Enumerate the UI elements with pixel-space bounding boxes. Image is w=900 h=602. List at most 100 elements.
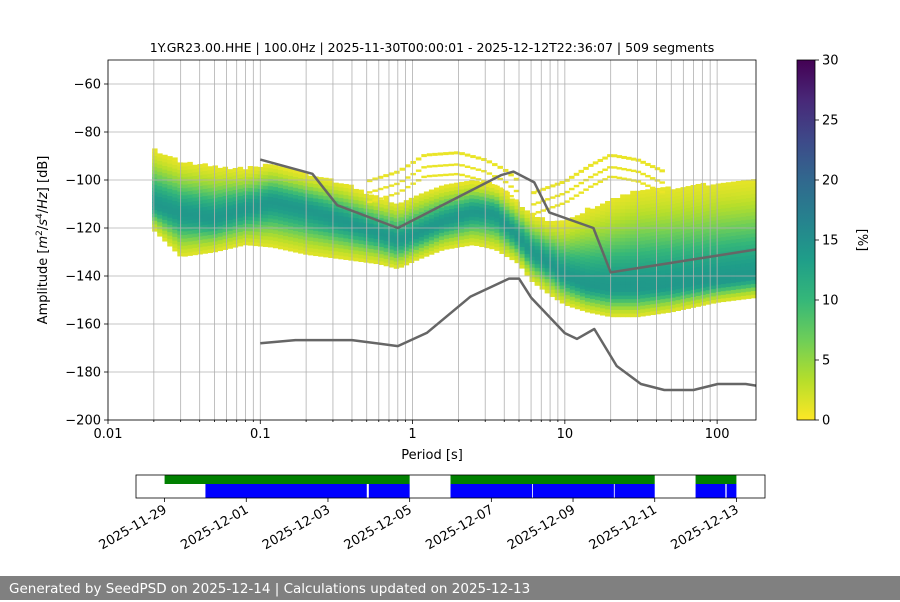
heatmap-cell <box>277 220 284 225</box>
heatmap-cell <box>665 222 671 227</box>
heatmap-cell <box>368 226 374 231</box>
heatmap-cell <box>474 216 480 221</box>
heatmap-cell <box>403 200 410 205</box>
heatmap-cell <box>217 167 224 172</box>
heatmap-cell <box>740 216 747 221</box>
heatmap-cell <box>655 191 661 196</box>
heatmap-cell <box>675 299 681 304</box>
heatmap-cell <box>247 209 254 214</box>
heatmap-cell <box>655 299 661 304</box>
heatmap-cell <box>625 198 631 202</box>
heatmap-cell <box>454 211 460 216</box>
heatmap-cell <box>660 197 666 202</box>
heatmap-cell <box>685 272 691 277</box>
heatmap-cell <box>489 230 495 235</box>
x-tick-label: 1 <box>408 427 416 442</box>
heatmap-cell <box>338 226 344 231</box>
heatmap-cell <box>187 219 193 224</box>
heatmap-cell <box>358 240 364 244</box>
heatmap-cell <box>715 237 722 242</box>
heatmap-cell <box>735 206 742 211</box>
heatmap-cell <box>358 250 364 255</box>
heatmap-cell <box>152 202 158 207</box>
heatmap-cell <box>564 258 571 263</box>
heatmap-cell <box>207 245 213 250</box>
heatmap-cell <box>735 263 742 268</box>
heatmap-cell <box>272 197 279 202</box>
heatmap-cell <box>152 152 158 157</box>
heatmap-cell <box>328 200 334 204</box>
heatmap-cell <box>514 212 520 217</box>
heatmap-cell <box>579 274 586 279</box>
heatmap-cell <box>720 262 727 267</box>
heatmap-cell <box>715 241 722 246</box>
heatmap-cell <box>454 243 460 248</box>
heatmap-cell <box>277 245 284 250</box>
heatmap-cell <box>735 191 742 196</box>
heatmap-cell <box>469 234 475 239</box>
heatmap-cell <box>605 305 611 310</box>
heatmap-cell <box>715 226 722 231</box>
heatmap-cell <box>735 274 742 279</box>
heatmap-cell <box>519 228 525 233</box>
heatmap-cell <box>620 280 626 285</box>
heatmap-cell <box>750 193 757 198</box>
heatmap-cell <box>418 197 425 202</box>
heatmap-cell <box>735 267 742 272</box>
heatmap-cell <box>398 245 405 250</box>
heatmap-cell <box>584 222 591 227</box>
heatmap-cell <box>207 231 213 236</box>
heatmap-cell <box>620 291 626 296</box>
heatmap-cell <box>584 265 591 270</box>
heatmap-cell <box>348 220 354 225</box>
heatmap-cell <box>202 238 208 243</box>
heatmap-cell <box>740 291 747 296</box>
heatmap-cell <box>267 193 274 198</box>
heatmap-cell <box>630 284 636 289</box>
heatmap-cell <box>524 228 530 233</box>
heatmap-cell <box>670 221 676 226</box>
heatmap-cell <box>549 267 556 272</box>
heatmap-cell <box>187 251 193 256</box>
heatmap-cell <box>554 260 561 265</box>
heatmap-cell <box>529 249 535 254</box>
heatmap-cell <box>353 221 359 226</box>
heatmap-outlier-cell <box>630 169 637 173</box>
heatmap-cell <box>710 231 717 236</box>
heatmap-cell <box>449 241 455 246</box>
heatmap-cell <box>368 252 374 257</box>
heatmap-cell <box>670 272 676 277</box>
heatmap-cell <box>670 250 676 255</box>
heatmap-cell <box>469 237 475 242</box>
heatmap-cell <box>605 236 611 241</box>
y-tick-label: −60 <box>74 78 101 93</box>
heatmap-cell <box>423 202 430 207</box>
heatmap-outlier-cell <box>549 196 556 199</box>
heatmap-cell <box>650 271 656 276</box>
heatmap-cell <box>675 252 681 257</box>
heatmap-cell <box>187 172 193 177</box>
heatmap-cell <box>283 239 289 244</box>
heatmap-cell <box>625 295 631 300</box>
heatmap-cell <box>554 274 561 279</box>
heatmap-cell <box>615 216 621 220</box>
heatmap-cell <box>403 250 410 255</box>
heatmap-cell <box>549 242 556 247</box>
heatmap-outlier-cell <box>559 181 565 185</box>
heatmap-cell <box>277 230 284 235</box>
heatmap-cell <box>600 293 606 298</box>
heatmap-cell <box>267 243 274 248</box>
heatmap-cell <box>640 240 646 245</box>
heatmap-cell <box>720 283 727 288</box>
heatmap-cell <box>640 236 646 241</box>
heatmap-cell <box>594 288 601 293</box>
heatmap-cell <box>459 214 465 219</box>
heatmap-cell <box>615 248 621 253</box>
heatmap-cell <box>423 227 430 232</box>
heatmap-cell <box>308 229 314 234</box>
heatmap-cell <box>615 255 621 260</box>
heatmap-cell <box>549 274 556 279</box>
heatmap-cell <box>167 242 173 247</box>
heatmap-cell <box>695 259 702 264</box>
heatmap-cell <box>625 201 631 206</box>
